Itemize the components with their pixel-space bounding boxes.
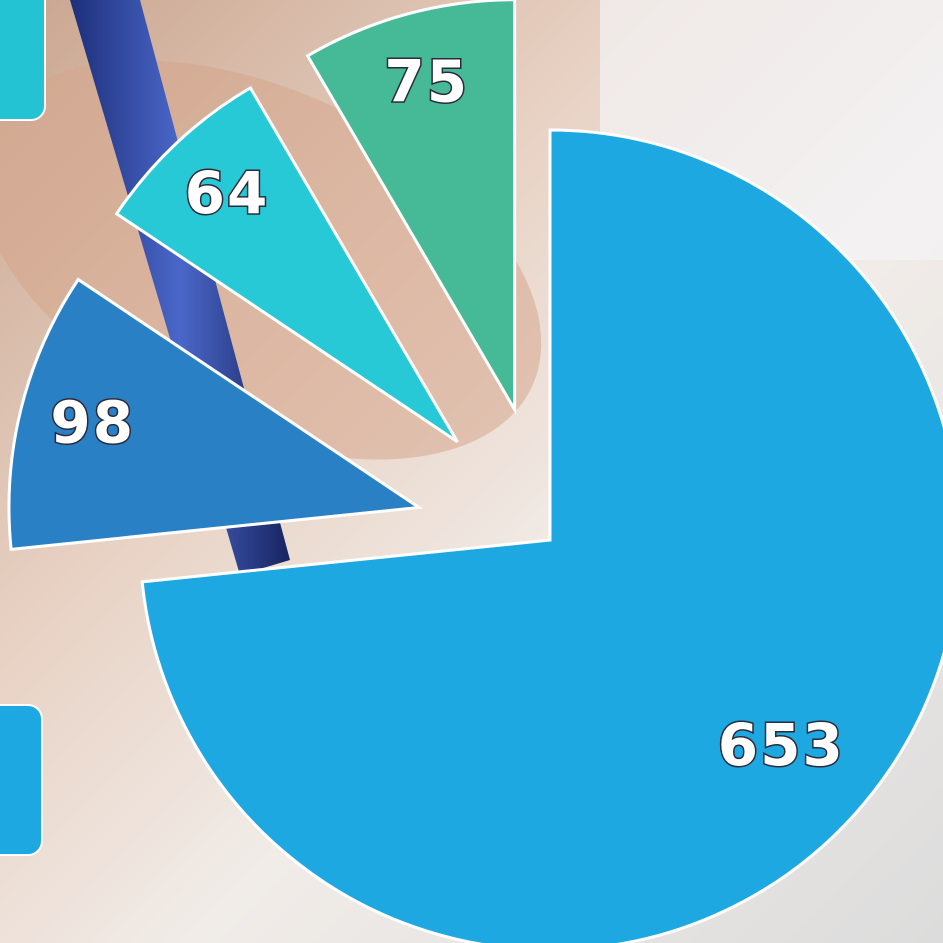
data-label: 98 bbox=[50, 388, 135, 456]
data-labels: 653 98 64 75 bbox=[49, 46, 845, 781]
side-panel bbox=[0, 704, 43, 856]
pie-slice bbox=[305, 0, 517, 416]
data-label: 653 bbox=[718, 711, 845, 779]
pie-slice bbox=[7, 277, 424, 551]
side-panel bbox=[0, 0, 46, 121]
data-label: 64 bbox=[185, 159, 270, 227]
pie-slice bbox=[114, 85, 459, 443]
pie bbox=[7, 0, 943, 943]
data-label: 75 bbox=[384, 47, 469, 115]
pie-slice bbox=[140, 128, 943, 943]
